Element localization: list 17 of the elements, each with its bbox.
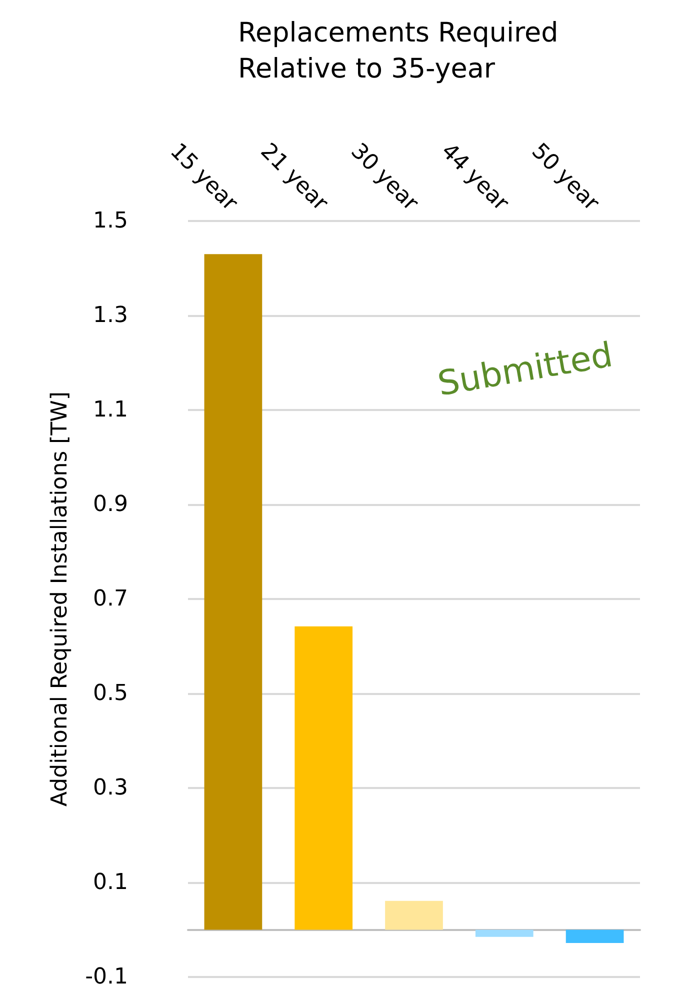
y-tick-label: 0.1 <box>93 870 128 895</box>
bar <box>294 626 353 930</box>
bar <box>204 254 262 930</box>
y-tick-label: 1.1 <box>93 398 128 422</box>
bar <box>475 930 534 937</box>
y-tick-label: 0.7 <box>93 586 128 612</box>
annotation: Submitted <box>434 335 616 404</box>
y-tick-label: -0.1 <box>85 964 128 990</box>
y-tick-label: 0.5 <box>93 681 128 706</box>
y-tick-label: 0.3 <box>93 776 128 800</box>
bar <box>566 930 624 943</box>
y-tick-label: 1.5 <box>93 208 128 234</box>
y-tick-label: 0.9 <box>93 492 128 517</box>
chart-title: Replacements Required Relative to 35-year <box>238 18 567 84</box>
y-tick-label: 1.3 <box>93 303 128 328</box>
bar <box>385 900 443 930</box>
y-axis-title: Additional Required Installations [TW] <box>48 391 73 807</box>
